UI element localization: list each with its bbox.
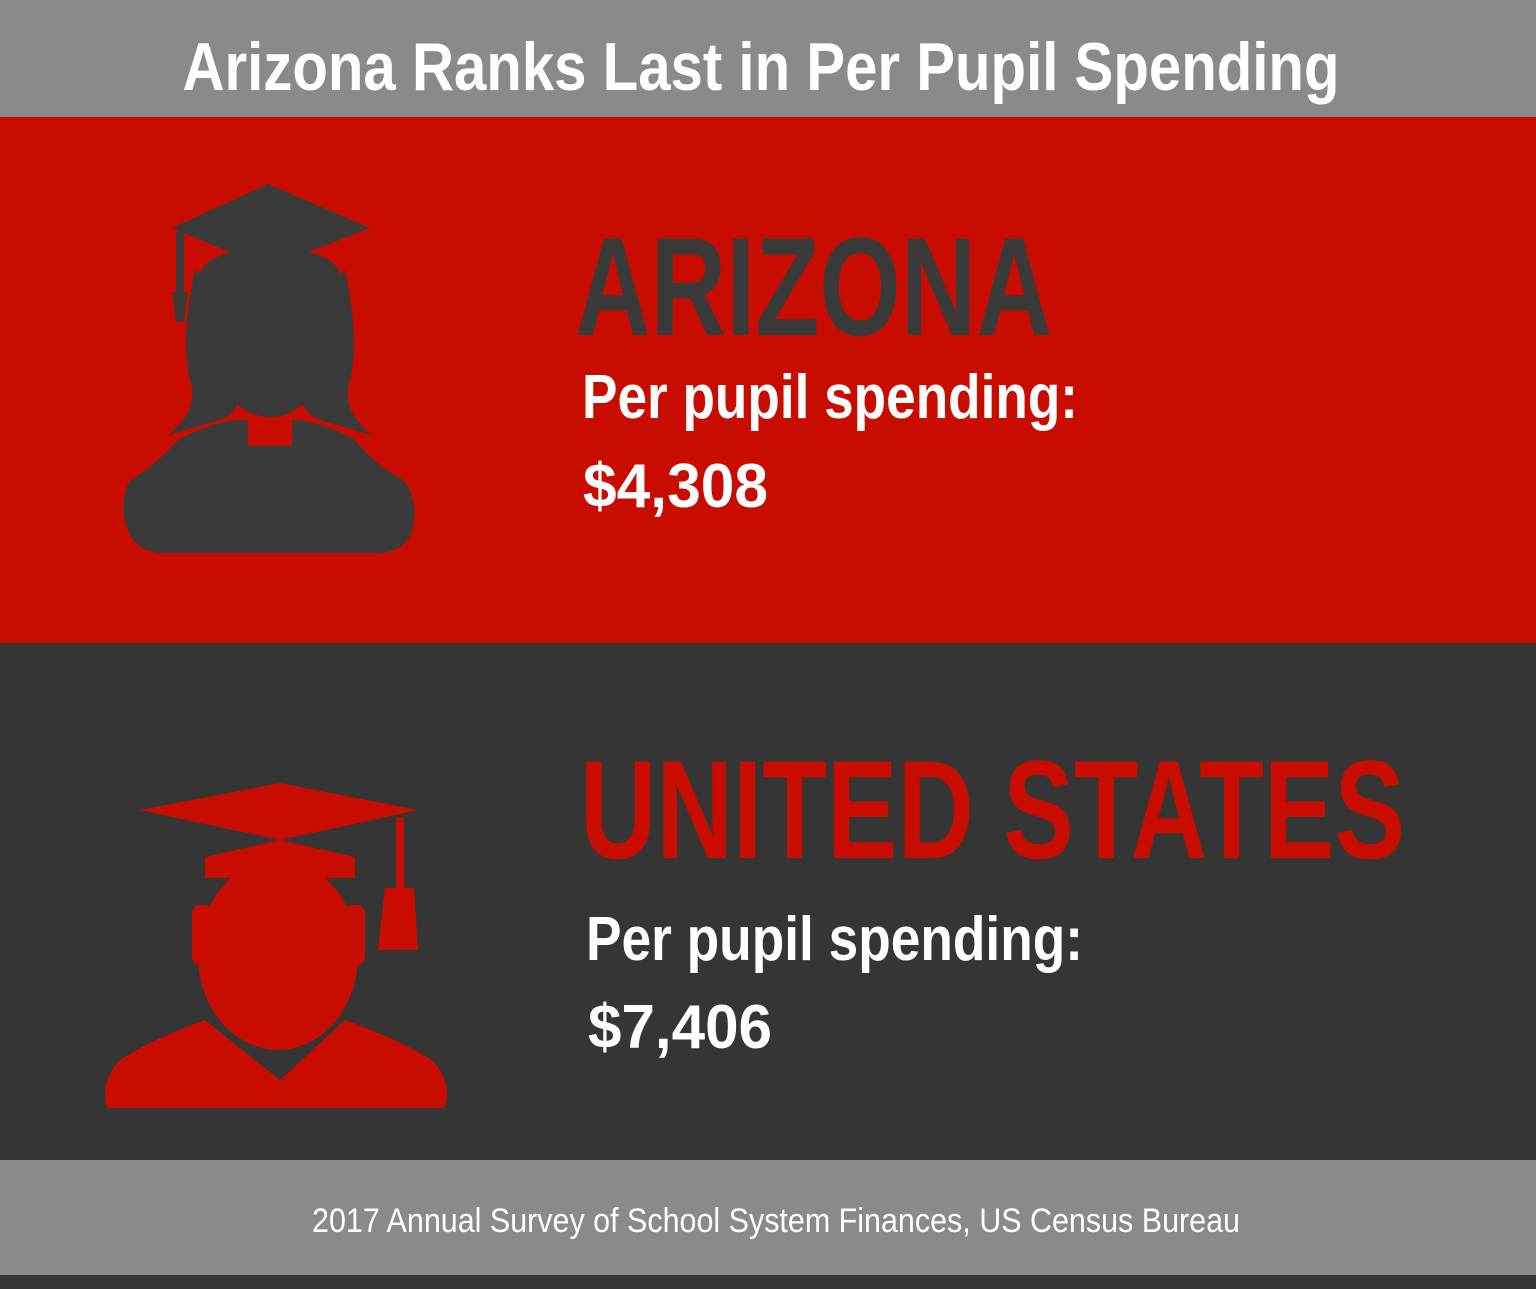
header-band [0,0,1536,117]
panel-amount: $4,308 [583,452,768,521]
source-note: 2017 Annual Survey of School System Fina… [312,1202,1240,1240]
bottom-strip [0,1275,1536,1289]
panel-amount: $7,406 [588,993,772,1062]
female-graduate-icon [123,184,415,553]
panel-name: UNITED STATES [580,731,1405,888]
footer-band [0,1160,1536,1275]
panel-name: ARIZONA [575,208,1052,365]
panel-label: Per pupil spending: [582,363,1078,432]
panel-label: Per pupil spending: [586,905,1083,974]
female-collar [248,420,292,446]
title: Arizona Ranks Last in Per Pupil Spending [183,29,1340,105]
male-graduate-icon [105,783,447,1108]
